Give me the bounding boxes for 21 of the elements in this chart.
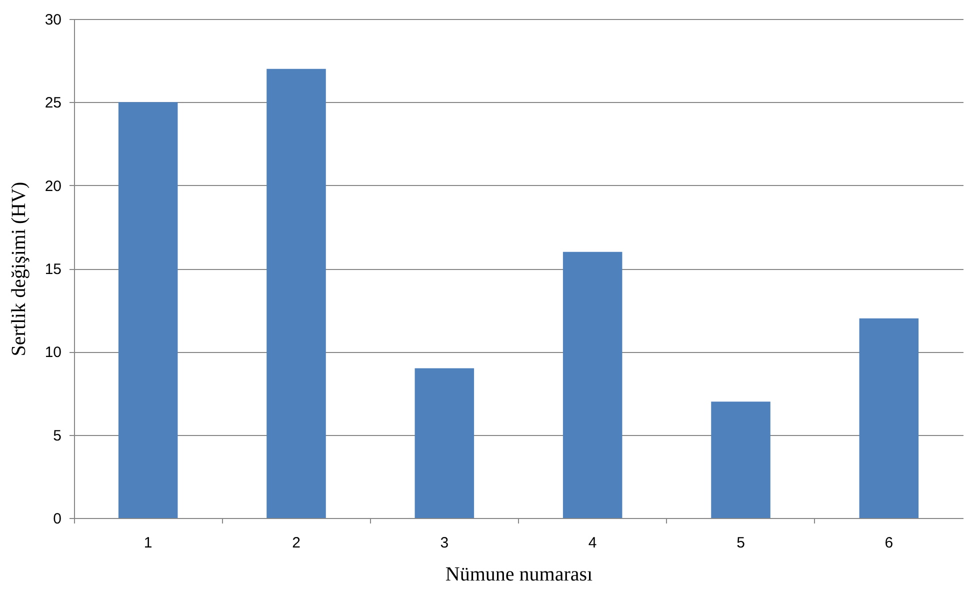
x-tick-label: 5: [736, 534, 745, 552]
x-tick-label: 6: [884, 534, 894, 552]
y-tick-label: 0: [53, 510, 62, 528]
y-tick-label: 5: [53, 427, 62, 444]
y-tick-label: 25: [44, 94, 62, 112]
bar: [711, 402, 770, 518]
y-tick-label: 20: [44, 178, 62, 195]
bar: [266, 68, 326, 518]
bar: [562, 252, 622, 518]
x-tick-label: 2: [292, 534, 300, 552]
x-tick-label: 3: [440, 534, 449, 552]
y-tick-label: 10: [44, 344, 62, 362]
x-tick-label: 1: [144, 534, 152, 552]
y-axis-title: Sertlik değişimi (HV): [8, 182, 30, 356]
bar: [414, 368, 474, 518]
y-tick-label: 30: [44, 12, 62, 28]
x-tick-label: 4: [588, 534, 597, 552]
bar: [859, 318, 919, 518]
bar: [118, 102, 178, 518]
y-tick-label: 15: [44, 261, 62, 278]
x-axis-title: Nümune numarası: [445, 564, 594, 586]
